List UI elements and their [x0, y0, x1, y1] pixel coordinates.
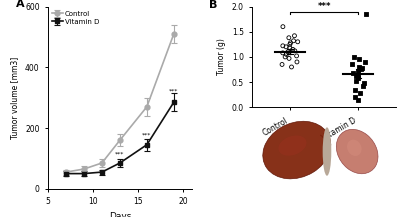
- Point: [356, 58, 362, 61]
- Point: [353, 74, 360, 78]
- Ellipse shape: [336, 129, 378, 174]
- Point: [349, 63, 356, 66]
- Y-axis label: Tumor volume [mm3]: Tumor volume [mm3]: [10, 56, 20, 139]
- Point: [362, 60, 368, 64]
- Point: [355, 76, 361, 80]
- Point: [283, 45, 289, 49]
- Ellipse shape: [263, 121, 331, 179]
- Point: [354, 98, 361, 102]
- Point: [285, 50, 291, 54]
- Point: [352, 95, 358, 99]
- Point: [350, 71, 357, 75]
- Point: [291, 34, 298, 38]
- Point: [287, 43, 293, 46]
- Point: [294, 60, 300, 64]
- Text: ***: ***: [169, 88, 178, 93]
- Point: [280, 51, 286, 55]
- Ellipse shape: [278, 136, 306, 156]
- Point: [352, 88, 358, 91]
- Point: [362, 12, 369, 16]
- Point: [287, 41, 294, 44]
- Point: [286, 57, 292, 60]
- Point: [355, 73, 361, 76]
- X-axis label: Days: Days: [109, 212, 131, 217]
- Point: [353, 79, 359, 83]
- Point: [286, 36, 292, 39]
- Ellipse shape: [323, 127, 331, 176]
- Point: [358, 68, 364, 71]
- Point: [293, 54, 300, 58]
- Point: [294, 40, 301, 44]
- Y-axis label: Tumor (g): Tumor (g): [217, 38, 226, 75]
- Point: [292, 49, 298, 53]
- Point: [360, 84, 366, 88]
- Point: [356, 91, 363, 95]
- Point: [351, 55, 357, 59]
- Point: [290, 48, 296, 51]
- Point: [361, 81, 367, 85]
- Text: B: B: [209, 0, 218, 10]
- Point: [282, 55, 288, 59]
- Point: [288, 65, 295, 69]
- Point: [279, 63, 285, 66]
- Point: [280, 44, 286, 48]
- Point: [280, 25, 286, 28]
- Ellipse shape: [347, 140, 362, 156]
- Text: ***: ***: [115, 152, 124, 157]
- Point: [356, 65, 362, 69]
- Point: [283, 53, 290, 56]
- Text: ***: ***: [142, 132, 152, 137]
- Point: [290, 39, 297, 43]
- Text: ***: ***: [317, 2, 331, 11]
- Legend: Control, Vitamin D: Control, Vitamin D: [52, 10, 100, 25]
- Point: [359, 66, 366, 70]
- Point: [355, 69, 361, 73]
- Point: [287, 46, 293, 49]
- Text: A: A: [16, 0, 25, 9]
